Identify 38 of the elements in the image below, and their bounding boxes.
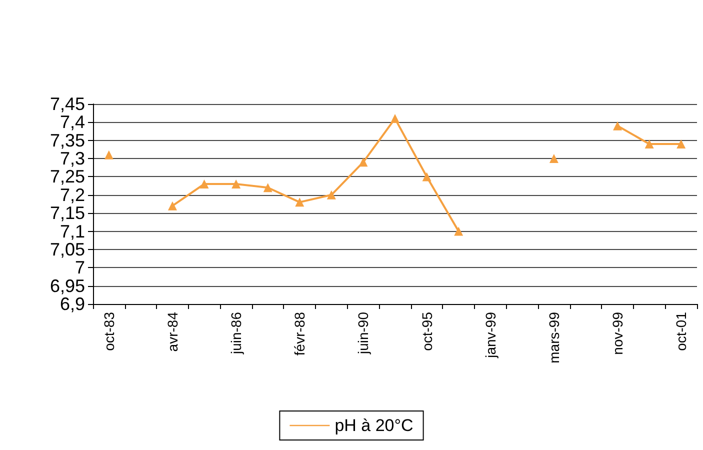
x-tick-label: févr-88 — [292, 312, 308, 356]
x-tick-label: juin-90 — [355, 312, 372, 356]
point — [613, 121, 622, 130]
y-tick-label: 7,35 — [50, 130, 85, 150]
y-tick-label: 7 — [74, 258, 85, 278]
y-tick-label: 7,05 — [50, 239, 85, 260]
point — [644, 140, 654, 148]
y-tick-label: 7,4 — [60, 112, 85, 132]
y-tick-label: 6,95 — [50, 276, 85, 296]
point — [263, 183, 272, 192]
point — [168, 201, 177, 210]
point — [232, 180, 241, 188]
y-tick-label: 7,45 — [50, 94, 85, 114]
point — [676, 140, 686, 148]
x-tick-label: janv-99 — [482, 312, 498, 359]
point — [104, 150, 114, 160]
point — [549, 154, 558, 164]
x-tick-label: avr-84 — [164, 312, 180, 352]
x-tick-label: oct-01 — [673, 312, 690, 351]
x-tick-label: nov-99 — [610, 312, 626, 355]
x-tick-label: juin-86 — [228, 312, 244, 356]
point — [295, 198, 304, 207]
x-tick-label: oct-83 — [100, 312, 117, 351]
y-tick-label: 7,1 — [60, 221, 85, 242]
legend-label: pH à 20°C — [334, 416, 414, 435]
y-tick-label: 7,25 — [50, 166, 85, 187]
x-tick-label: oct-95 — [418, 312, 435, 351]
y-tick-label: 7,2 — [60, 184, 85, 205]
y-tick-label: 7,3 — [60, 148, 85, 169]
x-tick-label: mars-99 — [546, 312, 562, 364]
point — [358, 158, 368, 167]
point — [390, 114, 400, 124]
point — [200, 180, 209, 188]
point — [454, 226, 464, 236]
point — [326, 190, 336, 200]
y-tick-label: 6,9 — [60, 294, 85, 314]
y-tick-label: 7,15 — [50, 203, 85, 224]
point — [422, 172, 432, 182]
